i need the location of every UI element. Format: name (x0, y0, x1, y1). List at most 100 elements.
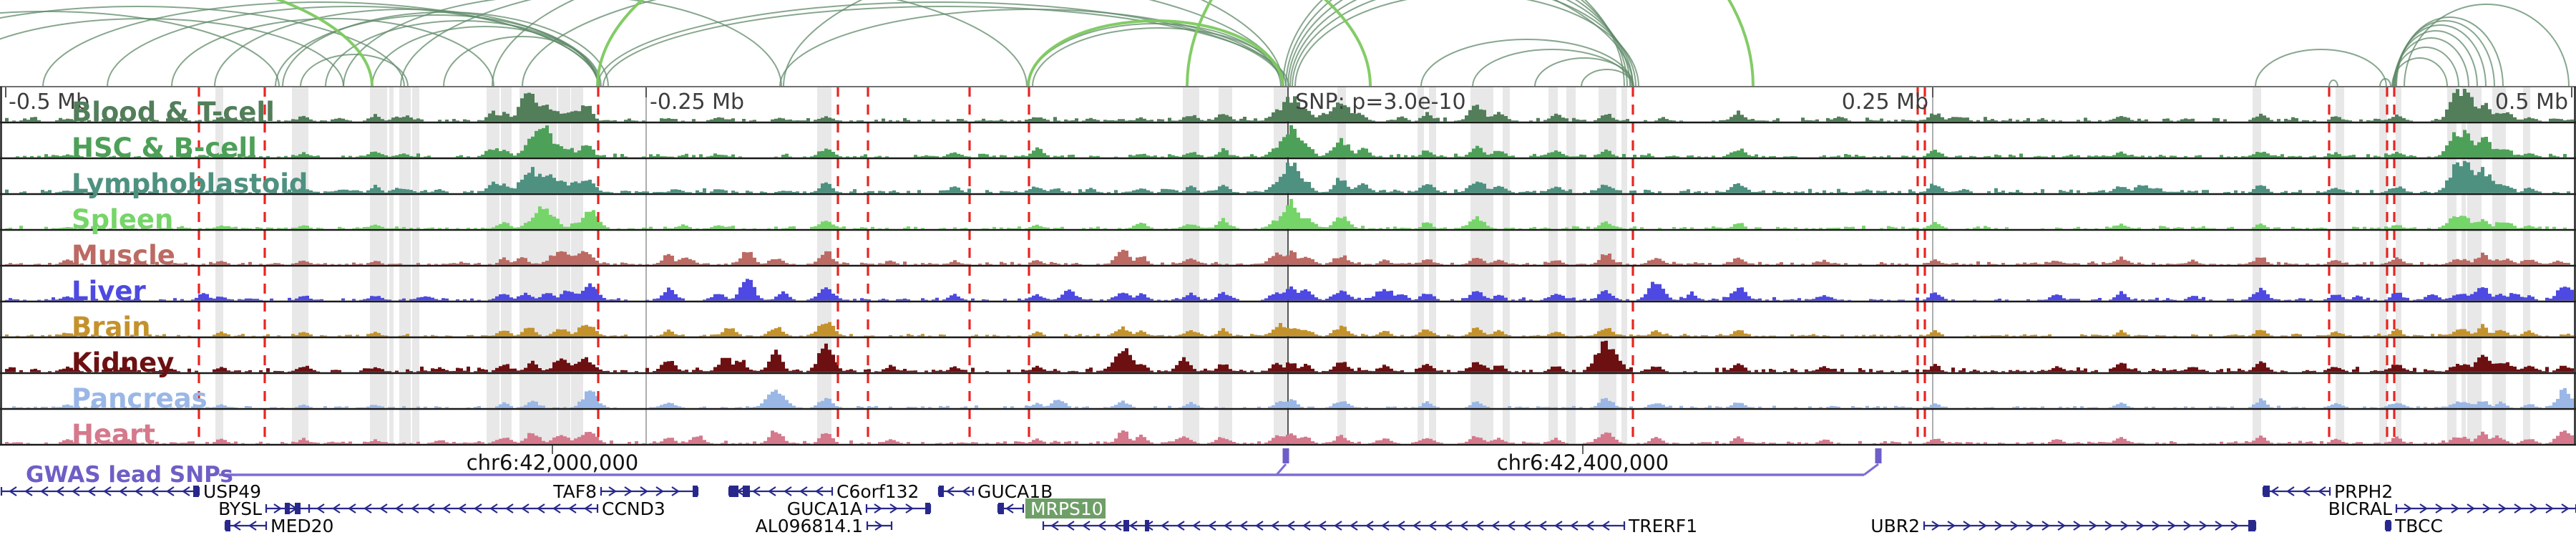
strand-arrow (2230, 521, 2239, 531)
interaction-arc (282, 11, 609, 86)
strand-arrow (72, 486, 80, 496)
strand-arrow (273, 503, 282, 514)
gene-usp49 (0, 486, 200, 497)
strand-arrow (874, 521, 883, 531)
strand-arrow (2026, 521, 2034, 531)
strand-arrow (505, 503, 514, 514)
interaction-arc (1028, 23, 1282, 86)
exon-box (295, 503, 301, 514)
gene-guca1a (865, 503, 932, 514)
signal-track-blood-t-cell (5, 89, 2574, 122)
interaction-arc (783, 0, 1634, 86)
interaction-arc (779, 9, 1284, 86)
strand-arrow (135, 486, 143, 496)
strand-arrow (1066, 521, 1075, 531)
signal-track-lymphoblastoid (5, 160, 2570, 193)
strand-arrow (2215, 521, 2223, 531)
track-label-spleen: Spleen (72, 204, 173, 235)
strand-arrow (103, 486, 112, 496)
interaction-arc (2328, 79, 2338, 86)
interaction-arc (0, 18, 344, 86)
strand-arrow (946, 486, 955, 496)
strand-arrow (1475, 521, 1484, 531)
gene-label-taf8: TAF8 (552, 481, 597, 502)
strand-arrow (1601, 521, 1610, 531)
exon-box (193, 486, 199, 497)
strand-arrow (640, 486, 648, 496)
exon-box (285, 503, 290, 514)
strand-arrow (395, 503, 404, 514)
strand-arrow (1192, 521, 1201, 531)
gwas-snp-connector (1863, 463, 1879, 476)
gene-ubr2 (1923, 520, 2257, 531)
gene-label-c6orf132: C6orf132 (836, 481, 919, 502)
strand-arrow (2419, 503, 2428, 514)
exon-box (743, 486, 750, 497)
interaction-arc (0, 6, 405, 86)
strand-arrow (1507, 521, 1516, 531)
strand-arrow (1586, 521, 1594, 531)
chr-coordinate-left: chr6:42,000,000 (467, 450, 639, 475)
strand-arrow (1931, 521, 1940, 531)
strand-arrow (537, 503, 545, 514)
interaction-arc (522, 0, 1284, 86)
strand-arrow (150, 486, 159, 496)
strand-arrow (608, 486, 617, 496)
strand-arrow (2498, 503, 2507, 514)
interaction-arc (214, 9, 599, 86)
exon-box (693, 486, 698, 497)
exon-box (2248, 520, 2255, 531)
interaction-arc (2394, 30, 2478, 86)
strand-arrow (1523, 521, 1531, 531)
gene-label-usp49: USP49 (203, 481, 261, 502)
strand-arrow (1224, 521, 1232, 531)
strand-arrow (1129, 521, 1138, 531)
strand-arrow (1255, 521, 1264, 531)
track-label-muscle: Muscle (72, 240, 175, 271)
track-label-hsc-b-cell: HSC & B-cell (72, 132, 257, 163)
interaction-arc (2379, 78, 2391, 86)
gene-tbcc (2384, 520, 2392, 531)
strand-arrow (2286, 486, 2295, 496)
strand-arrow (458, 503, 467, 514)
interaction-arc (275, 0, 374, 86)
strand-arrow (2467, 503, 2475, 514)
signal-track-liver (5, 279, 2574, 301)
strand-arrow (2545, 503, 2554, 514)
exon-box (939, 486, 944, 497)
panel-frame-layer (0, 86, 2576, 446)
strand-arrow (2120, 521, 2129, 531)
strand-arrow (1318, 521, 1327, 531)
gene-label-bysl: BYSL (218, 498, 262, 519)
strand-arrow (584, 503, 592, 514)
gene-trerf1 (1042, 520, 1626, 531)
strand-arrow (1208, 521, 1216, 531)
gene-highlight-box-mrps10 (1025, 498, 1106, 519)
interaction-arc (1292, 0, 1636, 86)
strand-arrow (1947, 521, 1956, 531)
strand-arrow (2073, 521, 2082, 531)
interaction-arc (602, 6, 1289, 86)
gene-label-med20: MED20 (270, 516, 333, 536)
gene-label-ubr2: UBR2 (1870, 516, 1920, 536)
interaction-arc (492, 0, 1284, 86)
exon-box (225, 520, 230, 531)
strand-arrow (2199, 521, 2207, 531)
exon-box (998, 503, 1004, 514)
strand-arrow (166, 486, 175, 496)
gwas-snp-connector (1275, 463, 1287, 476)
axis-label-left: -0.5 Mb (9, 90, 89, 115)
strand-arrow (671, 486, 680, 496)
signal-track-hsc-b-cell (16, 125, 2567, 158)
gene-mrps10 (997, 503, 1025, 514)
strand-arrow (889, 503, 898, 514)
interaction-arc (1420, 39, 1634, 86)
gene-label-bicral: BICRAL (2328, 498, 2392, 519)
interaction-arc (1027, 19, 1284, 86)
interaction-arc (1534, 57, 1634, 86)
signal-tracks-layer (5, 89, 2574, 444)
signal-track-heart (5, 430, 2574, 444)
strand-arrow (2041, 521, 2050, 531)
